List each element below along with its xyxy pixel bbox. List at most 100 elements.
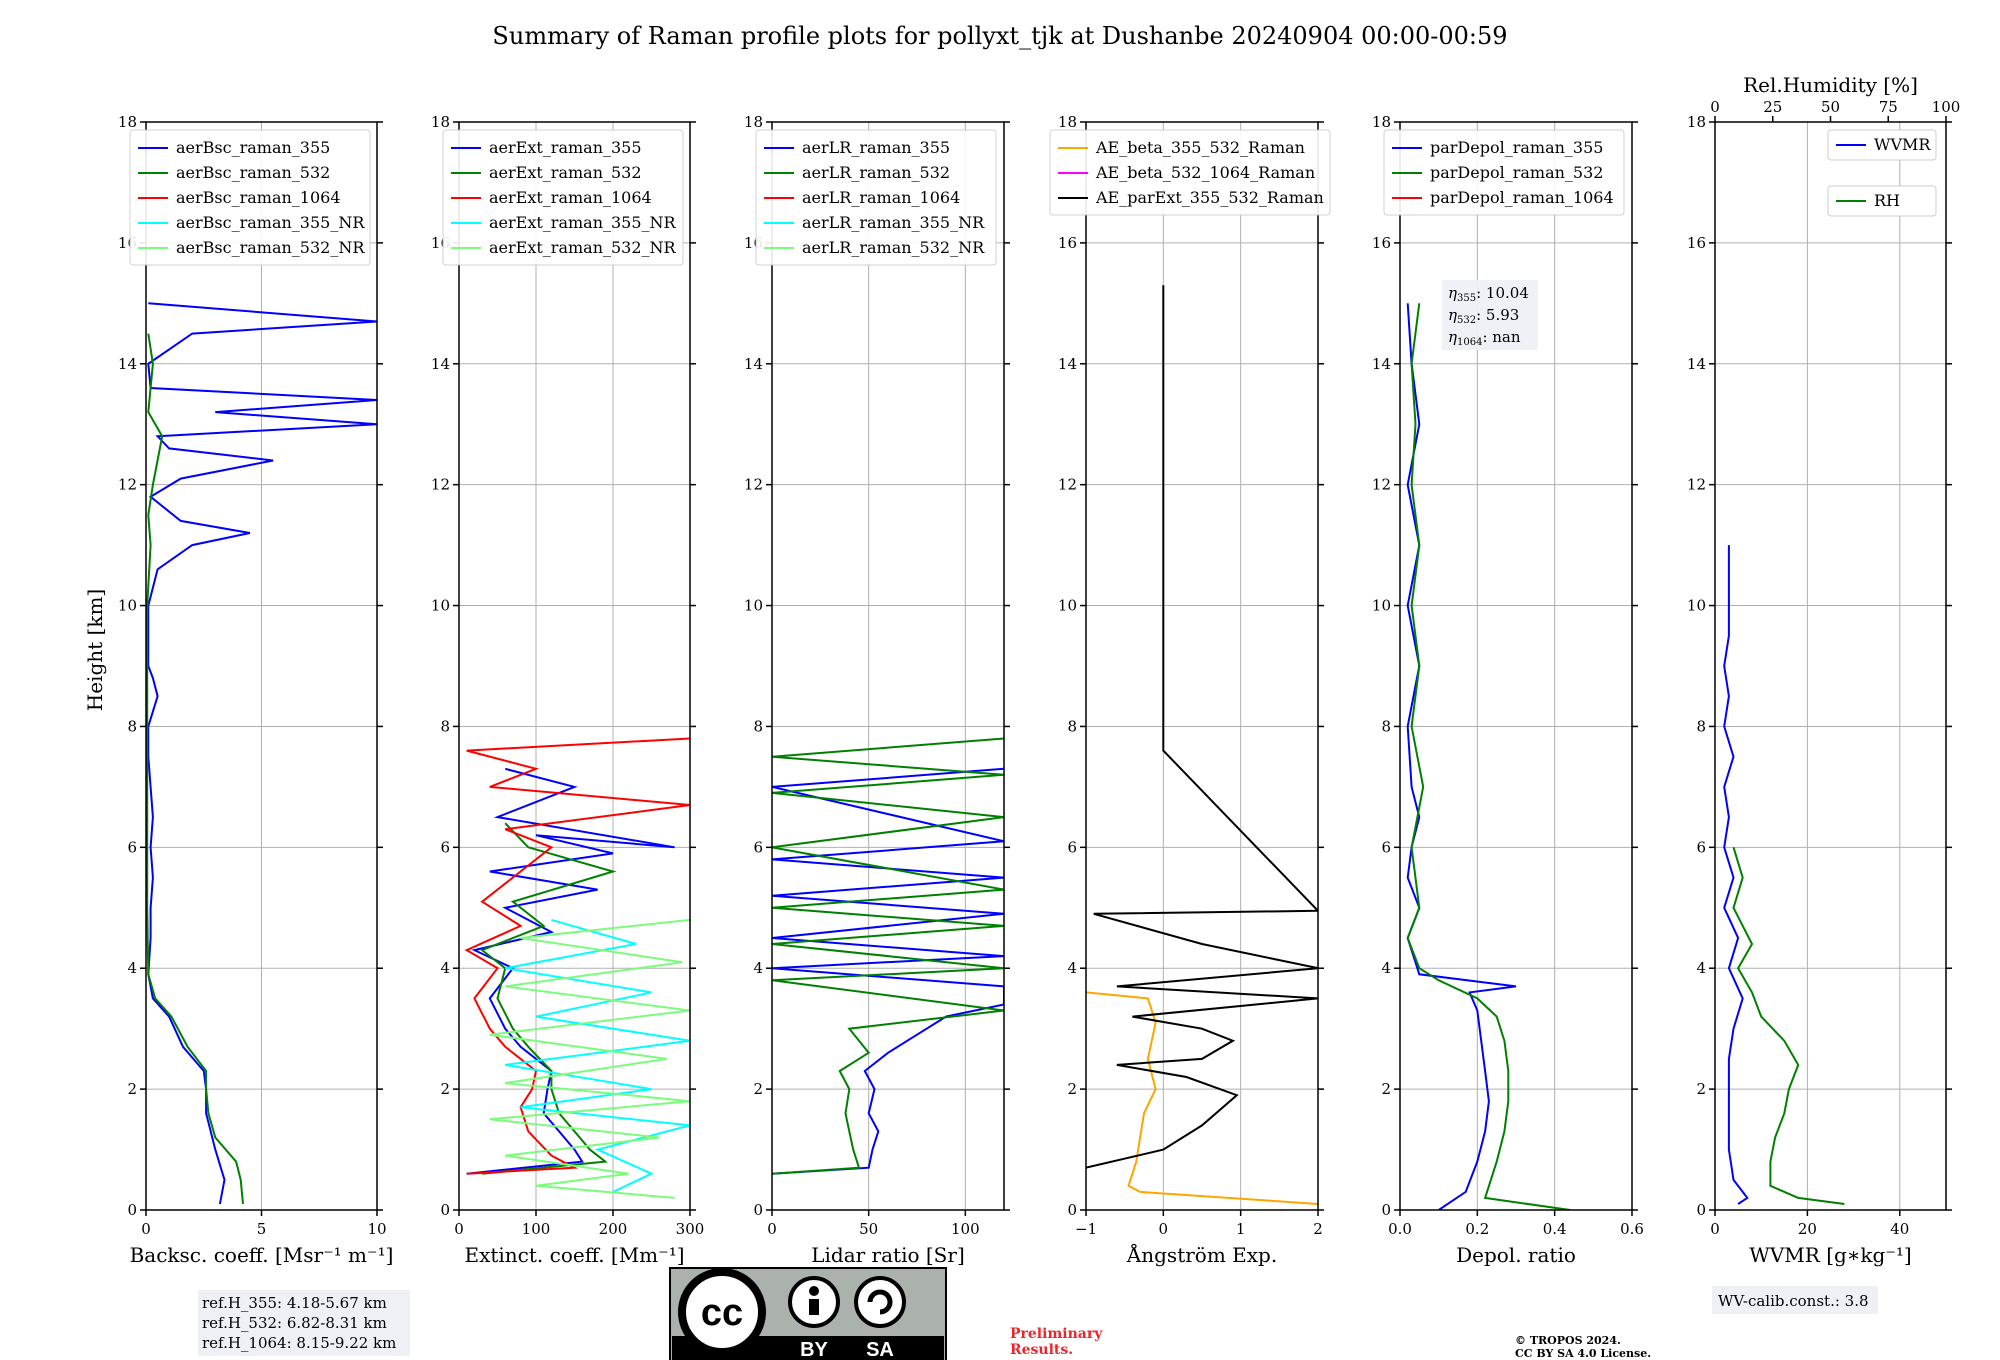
legend-label-ae-1: AE_beta_532_1064_Raman xyxy=(1095,163,1315,182)
axes-frame-lr xyxy=(771,121,1005,1211)
ytick-label-bsc-3: 6 xyxy=(127,838,137,856)
ytick-label-bsc-0: 0 xyxy=(127,1201,137,1219)
series-ext-3 xyxy=(505,918,690,1193)
ytick-label-depol-3: 6 xyxy=(1381,838,1391,856)
ytick-label-lr-5: 10 xyxy=(744,597,763,615)
ytick-label-ae-6: 12 xyxy=(1058,476,1077,494)
legend-box-lr xyxy=(755,129,997,266)
xlabel-bsc: Backsc. coeff. [Msr⁻¹ m⁻¹] xyxy=(130,1243,394,1267)
ytick-label-ext-9: 18 xyxy=(431,113,450,131)
ytick-label-depol-7: 14 xyxy=(1372,355,1391,373)
sa-arrow-icon xyxy=(867,1289,893,1315)
xtick-label-ae-0: −1 xyxy=(1075,1220,1097,1238)
xtick-label-lr-2: 100 xyxy=(951,1220,980,1238)
ytick-label-wv-7: 14 xyxy=(1687,355,1706,373)
ytick-label-ae-3: 6 xyxy=(1067,838,1077,856)
ref-height-355: ref.H_355: 4.18-5.67 km xyxy=(202,1294,387,1312)
ytick-label-depol-1: 2 xyxy=(1381,1080,1391,1098)
xtick-label-ae-1: 0 xyxy=(1159,1220,1169,1238)
xtick-label-bsc-0: 0 xyxy=(141,1220,151,1238)
ytick-label-ae-4: 8 xyxy=(1067,717,1077,735)
copyright-line2: CC BY SA 4.0 License. xyxy=(1515,1347,1651,1360)
ytick-label-bsc-9: 18 xyxy=(118,113,137,131)
series-wv-0 xyxy=(1723,545,1749,1205)
by-person-head xyxy=(809,1286,819,1296)
ytick-label-depol-4: 8 xyxy=(1381,717,1391,735)
top-xtick-label-wv-4: 100 xyxy=(1932,98,1961,116)
ytick-label-wv-3: 6 xyxy=(1696,838,1706,856)
legend-label-ae-2: AE_parExt_355_532_Raman xyxy=(1095,188,1324,207)
ytick-label-bsc-4: 8 xyxy=(127,717,137,735)
series-depol-1 xyxy=(1406,303,1571,1210)
ytick-label-bsc-2: 4 xyxy=(127,959,137,977)
xtick-label-wv-2: 40 xyxy=(1890,1220,1909,1238)
legend-label-ext-0: aerExt_raman_355 xyxy=(489,138,642,157)
series-ext-1 xyxy=(480,822,617,1175)
ytick-label-bsc-6: 12 xyxy=(118,476,137,494)
xtick-label-bsc-2: 10 xyxy=(367,1220,386,1238)
ytick-label-ext-3: 6 xyxy=(440,838,450,856)
xlabel-lr: Lidar ratio [Sr] xyxy=(811,1243,965,1267)
ytick-label-ae-8: 16 xyxy=(1058,234,1077,252)
top-xlabel-wv: Rel.Humidity [%] xyxy=(1743,73,1918,97)
legend-label-ext-2: aerExt_raman_1064 xyxy=(489,188,652,207)
ytick-label-ae-9: 18 xyxy=(1058,113,1077,131)
ytick-label-lr-6: 12 xyxy=(744,476,763,494)
xtick-label-depol-0: 0.0 xyxy=(1388,1220,1412,1238)
legend-label-wv-1: RH xyxy=(1874,191,1900,210)
ytick-label-lr-4: 8 xyxy=(753,717,763,735)
legend-label-bsc-3: aerBsc_raman_355_NR xyxy=(176,213,365,232)
xtick-label-depol-1: 0.2 xyxy=(1465,1220,1489,1238)
legend-label-depol-2: parDepol_raman_1064 xyxy=(1430,188,1614,207)
xtick-label-ae-3: 2 xyxy=(1313,1220,1323,1238)
top-xtick-label-wv-3: 75 xyxy=(1879,98,1898,116)
legend-label-lr-2: aerLR_raman_1064 xyxy=(802,188,960,207)
ytick-label-ae-7: 14 xyxy=(1058,355,1077,373)
ytick-label-wv-1: 2 xyxy=(1696,1080,1706,1098)
ytick-label-depol-2: 4 xyxy=(1381,959,1391,977)
xlabel-ae: Ångström Exp. xyxy=(1126,1242,1277,1267)
series-ext-2 xyxy=(464,737,690,1175)
xlabel-depol: Depol. ratio xyxy=(1456,1243,1576,1267)
axes-frame-wv xyxy=(1714,121,1947,1211)
by-label: BY xyxy=(800,1339,828,1360)
ytick-label-depol-0: 0 xyxy=(1381,1201,1391,1219)
legend-label-bsc-0: aerBsc_raman_355 xyxy=(176,138,330,157)
legend-label-lr-4: aerLR_raman_532_NR xyxy=(802,238,985,257)
ytick-label-lr-0: 0 xyxy=(753,1201,763,1219)
ytick-label-wv-5: 10 xyxy=(1687,597,1706,615)
legend-label-depol-0: parDepol_raman_355 xyxy=(1430,138,1603,157)
ytick-label-depol-5: 10 xyxy=(1372,597,1391,615)
xlabel-wv: WVMR [g∗kg⁻¹] xyxy=(1749,1243,1911,1267)
legend-label-lr-1: aerLR_raman_532 xyxy=(802,163,950,182)
ytick-label-wv-8: 16 xyxy=(1687,234,1706,252)
ytick-label-ext-5: 10 xyxy=(431,597,450,615)
xtick-label-depol-3: 0.6 xyxy=(1620,1220,1644,1238)
xtick-label-bsc-1: 5 xyxy=(257,1220,267,1238)
legend-label-depol-1: parDepol_raman_532 xyxy=(1430,163,1603,182)
ytick-label-bsc-5: 10 xyxy=(118,597,137,615)
ytick-label-bsc-1: 2 xyxy=(127,1080,137,1098)
ytick-label-ext-4: 8 xyxy=(440,717,450,735)
preliminary-line1: Preliminary xyxy=(1010,1326,1103,1342)
xtick-label-ext-2: 200 xyxy=(599,1220,628,1238)
legend-label-ext-4: aerExt_raman_532_NR xyxy=(489,238,677,257)
xtick-label-lr-1: 50 xyxy=(859,1220,878,1238)
legend-label-lr-0: aerLR_raman_355 xyxy=(802,138,950,157)
ytick-label-lr-1: 2 xyxy=(753,1080,763,1098)
legend-label-ext-1: aerExt_raman_532 xyxy=(489,163,642,182)
legend-label-bsc-4: aerBsc_raman_532_NR xyxy=(176,238,365,257)
eta-box-bg xyxy=(1442,280,1538,350)
xtick-label-depol-2: 0.4 xyxy=(1543,1220,1567,1238)
legend-box-wv-0 xyxy=(1827,129,1937,161)
xtick-label-ae-2: 1 xyxy=(1236,1220,1246,1238)
cc-license-badge: cc BY SA xyxy=(669,1267,947,1360)
ytick-label-ae-0: 0 xyxy=(1067,1201,1077,1219)
preliminary-line2: Results. xyxy=(1010,1342,1073,1358)
legend-box-depol xyxy=(1383,129,1625,216)
top-xtick-label-wv-2: 50 xyxy=(1821,98,1840,116)
ytick-label-ae-5: 10 xyxy=(1058,597,1077,615)
